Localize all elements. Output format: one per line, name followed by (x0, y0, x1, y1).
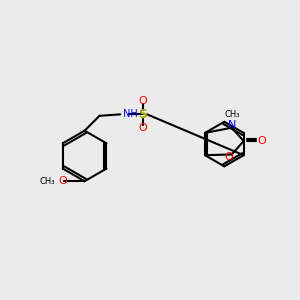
Text: CH₃: CH₃ (224, 110, 239, 119)
Text: O: O (138, 123, 147, 133)
Text: O: O (58, 176, 67, 186)
Text: CH₃: CH₃ (40, 177, 55, 186)
Text: O: O (224, 152, 233, 162)
Text: S: S (138, 108, 147, 121)
Text: N: N (228, 120, 236, 130)
Text: NH: NH (123, 109, 138, 119)
Text: O: O (257, 136, 266, 146)
Text: O: O (138, 96, 147, 106)
